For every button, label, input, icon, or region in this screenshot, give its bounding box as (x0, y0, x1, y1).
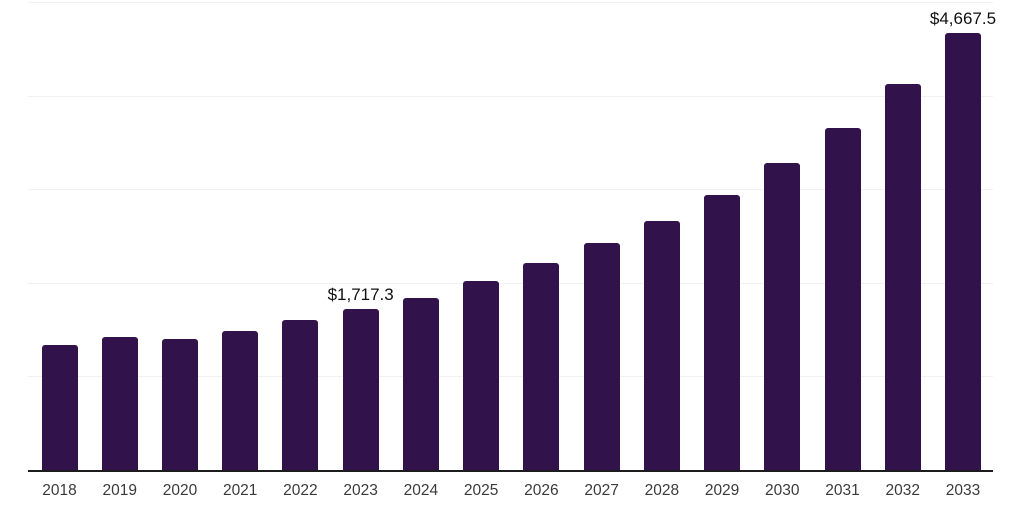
x-tick-label: 2027 (584, 482, 619, 499)
bar (463, 280, 500, 470)
bar (944, 33, 981, 470)
x-tick-label: 2024 (403, 482, 439, 499)
bar (101, 336, 138, 470)
bar (282, 320, 319, 470)
plot-area: $1,717.3 $4,667.5 (28, 2, 997, 472)
bar (161, 339, 198, 470)
x-tick-label: 2030 (765, 482, 800, 499)
x-tick-label: 2026 (524, 482, 559, 499)
x-tick-label: 2025 (463, 482, 499, 499)
x-tick-label: 2031 (825, 482, 860, 499)
x-tick-label: 2028 (644, 482, 680, 499)
x-tick-label: 2023 (343, 482, 378, 499)
bar (402, 297, 439, 470)
gridline (28, 189, 993, 191)
gridline (28, 2, 993, 3)
bar (583, 243, 620, 470)
bar (704, 194, 741, 470)
x-tick-label: 2018 (42, 482, 77, 499)
x-axis: 2018 2019 2020 2021 2022 2023 2024 2025 2026 2027… (28, 482, 993, 504)
bar (824, 127, 861, 470)
x-tick-label: 2021 (222, 482, 258, 499)
x-tick-label: 2029 (704, 482, 740, 499)
x-tick-label: 2019 (102, 482, 137, 499)
bar (884, 83, 921, 470)
x-tick-label: 2020 (162, 482, 198, 499)
bar (643, 220, 680, 470)
bar (523, 263, 560, 470)
bar-value-label: $4,667.5 (929, 9, 997, 29)
gridline (28, 376, 993, 378)
gridline (28, 282, 993, 284)
bar (764, 163, 801, 470)
x-tick-label: 2033 (945, 482, 981, 499)
bar (222, 330, 259, 470)
gridline (28, 95, 993, 97)
bar (41, 345, 78, 470)
bar-value-label: $1,717.3 (327, 285, 394, 305)
x-tick-label: 2032 (885, 482, 920, 499)
bar (342, 309, 379, 470)
x-tick-label: 2022 (283, 482, 318, 499)
